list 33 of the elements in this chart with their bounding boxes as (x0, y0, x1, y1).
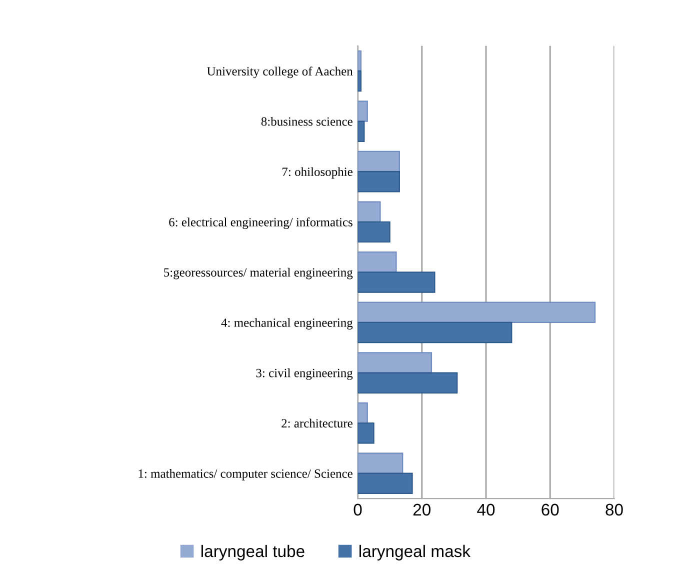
y-tick-label: 7: ohilosophie (282, 167, 352, 179)
bar (358, 322, 512, 344)
y-tick-label: 5:georessources/ material engineering (164, 268, 353, 280)
bar (358, 472, 413, 494)
bar (358, 70, 362, 92)
y-tick-label: 3: civil engineering (256, 368, 353, 380)
bar (358, 372, 458, 394)
y-tick-label: 4: mechanical engineering (221, 318, 353, 330)
bar (358, 201, 381, 222)
x-tick-label: 60 (542, 504, 559, 516)
bar (358, 352, 432, 374)
y-tick-label: University college of Aachen (207, 66, 353, 78)
x-tick-label: 0 (354, 504, 362, 516)
x-tick-label: 20 (413, 504, 430, 516)
y-tick-label: 6: electrical engineering/ informatics (169, 217, 352, 229)
bar (358, 272, 436, 293)
bar (358, 100, 368, 122)
bar (358, 302, 596, 324)
bar (358, 402, 368, 424)
bar (358, 252, 397, 273)
y-tick-label: 1: mathematics/ computer science/ Science (138, 469, 352, 480)
x-tick-label: 40 (477, 504, 495, 516)
bar (358, 221, 390, 243)
legend-label: laryngeal mask (360, 544, 471, 560)
y-tick-label: 2: architecture (282, 418, 352, 428)
bar (358, 422, 374, 444)
bar (358, 120, 365, 142)
bar (358, 452, 404, 474)
y-tick-label: 8:business science (261, 116, 352, 126)
bar (358, 150, 400, 172)
x-tick-label: 80 (606, 504, 623, 516)
bar (358, 171, 400, 192)
legend-label: laryngeal tube (201, 544, 304, 560)
